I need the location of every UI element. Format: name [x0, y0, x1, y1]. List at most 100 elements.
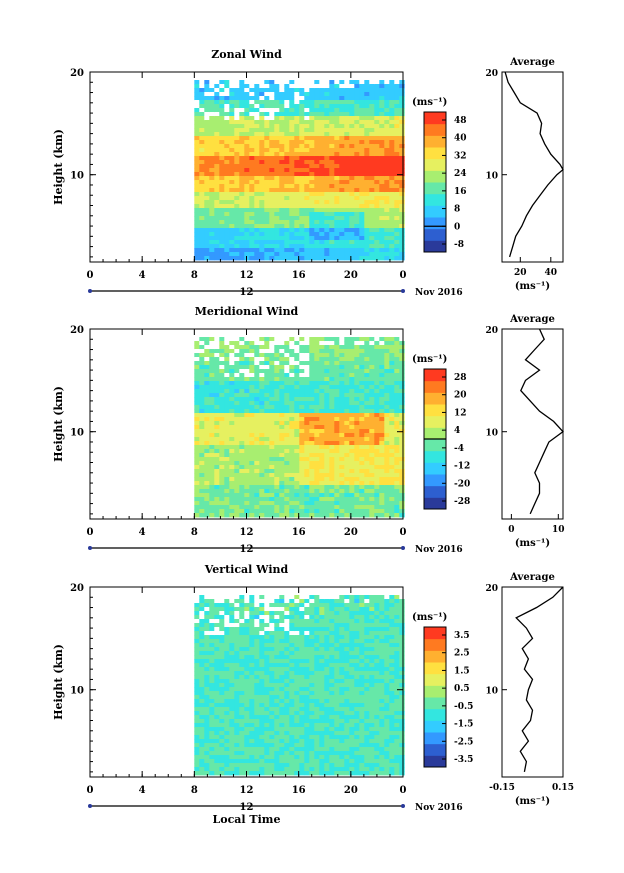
heatmap-cell: [204, 421, 210, 426]
heatmap-cell: [254, 132, 260, 137]
heatmap-cell: [309, 437, 315, 442]
heatmap-cell: [334, 449, 340, 454]
heatmap-cell: [264, 763, 270, 768]
heatmap-cell: [229, 453, 235, 458]
heatmap-cell: [279, 216, 285, 221]
heatmap-cell: [204, 373, 210, 378]
heatmap-cell: [239, 493, 245, 498]
heatmap-cell: [279, 759, 285, 764]
heatmap-cell: [334, 433, 340, 438]
heatmap-cell: [334, 120, 340, 125]
heatmap-cell: [229, 349, 235, 354]
heatmap-cell: [224, 409, 230, 414]
heatmap-cell: [399, 477, 405, 482]
heatmap-cell: [324, 421, 330, 426]
heatmap-cell: [379, 84, 385, 89]
heatmap-cell: [199, 771, 205, 776]
heatmap-cell: [329, 337, 335, 342]
heatmap-cell: [209, 136, 215, 141]
heatmap-cell: [319, 441, 325, 446]
colorbar-tick-label: -8: [454, 240, 464, 250]
heatmap-cell: [249, 437, 255, 442]
heatmap-cell: [199, 679, 205, 684]
heatmap-cell: [309, 357, 315, 362]
heatmap-cell: [194, 647, 200, 652]
heatmap-cell: [399, 100, 405, 105]
heatmap-cell: [279, 337, 285, 342]
heatmap-cell: [329, 112, 335, 117]
heatmap-cell: [234, 88, 240, 93]
heatmap-cell: [334, 453, 340, 458]
heatmap-cell: [384, 192, 390, 197]
heatmap-cell: [289, 152, 295, 157]
heatmap-cell: [219, 357, 225, 362]
heatmap-cell: [369, 417, 375, 422]
heatmap-cell: [369, 188, 375, 193]
heatmap-cell: [259, 369, 265, 374]
heatmap-cell: [394, 128, 400, 133]
heatmap-cell: [394, 192, 400, 197]
heatmap-cell: [274, 140, 280, 145]
heatmap-cell: [299, 156, 305, 161]
heatmap-cell: [219, 337, 225, 342]
heatmap-cell: [289, 100, 295, 105]
heatmap-cell: [269, 252, 275, 257]
heatmap-cell: [314, 204, 320, 209]
colorbar-tick-label: 24: [454, 169, 467, 179]
heatmap-cell: [294, 619, 300, 624]
heatmap-cell: [304, 409, 310, 414]
heatmap-cell: [389, 236, 395, 241]
heatmap-cell: [264, 148, 270, 153]
heatmap-cell: [359, 196, 365, 201]
heatmap-cell: [209, 739, 215, 744]
heatmap-cell: [219, 615, 225, 620]
heatmap-cell: [359, 248, 365, 253]
heatmap-cell: [219, 433, 225, 438]
heatmap-cell: [249, 513, 255, 518]
heatmap-cell: [199, 675, 205, 680]
heatmap-cell: [399, 156, 405, 161]
heatmap-cell: [279, 88, 285, 93]
colorbar-swatch: [424, 392, 446, 405]
heatmap-cell: [329, 128, 335, 133]
heatmap-cell: [274, 236, 280, 241]
heatmap-cell: [239, 655, 245, 660]
heatmap-cell: [274, 595, 280, 600]
heatmap-cell: [214, 477, 220, 482]
heatmap-cell: [289, 731, 295, 736]
heatmap-cell: [319, 373, 325, 378]
heatmap-cell: [314, 104, 320, 109]
heatmap-cell: [304, 497, 310, 502]
heatmap-cell: [364, 385, 370, 390]
heatmap-cell: [399, 361, 405, 366]
heatmap-cell: [234, 425, 240, 430]
heatmap-cell: [214, 695, 220, 700]
heatmap-cell: [379, 445, 385, 450]
heatmap-cell: [289, 607, 295, 612]
heatmap-cell: [254, 252, 260, 257]
heatmap-cell: [354, 108, 360, 113]
heatmap-cell: [239, 509, 245, 514]
heatmap-cell: [214, 663, 220, 668]
heatmap-cell: [309, 88, 315, 93]
heatmap-cell: [249, 172, 255, 177]
heatmap-cell: [399, 433, 405, 438]
heatmap-cell: [274, 719, 280, 724]
heatmap-cell: [329, 433, 335, 438]
heatmap-cell: [219, 228, 225, 233]
heatmap-cell: [269, 615, 275, 620]
heatmap-cell: [194, 429, 200, 434]
heatmap-cell: [259, 349, 265, 354]
heatmap-cell: [229, 635, 235, 640]
heatmap-cell: [199, 627, 205, 632]
heatmap-cell: [284, 112, 290, 117]
heatmap-cell: [309, 236, 315, 241]
heatmap-cell: [299, 232, 305, 237]
heatmap-cell: [209, 759, 215, 764]
heatmap-cell: [284, 715, 290, 720]
heatmap-cell: [199, 595, 205, 600]
heatmap-cell: [274, 192, 280, 197]
heatmap-cell: [309, 220, 315, 225]
heatmap-cell: [284, 643, 290, 648]
heatmap-cell: [304, 176, 310, 181]
